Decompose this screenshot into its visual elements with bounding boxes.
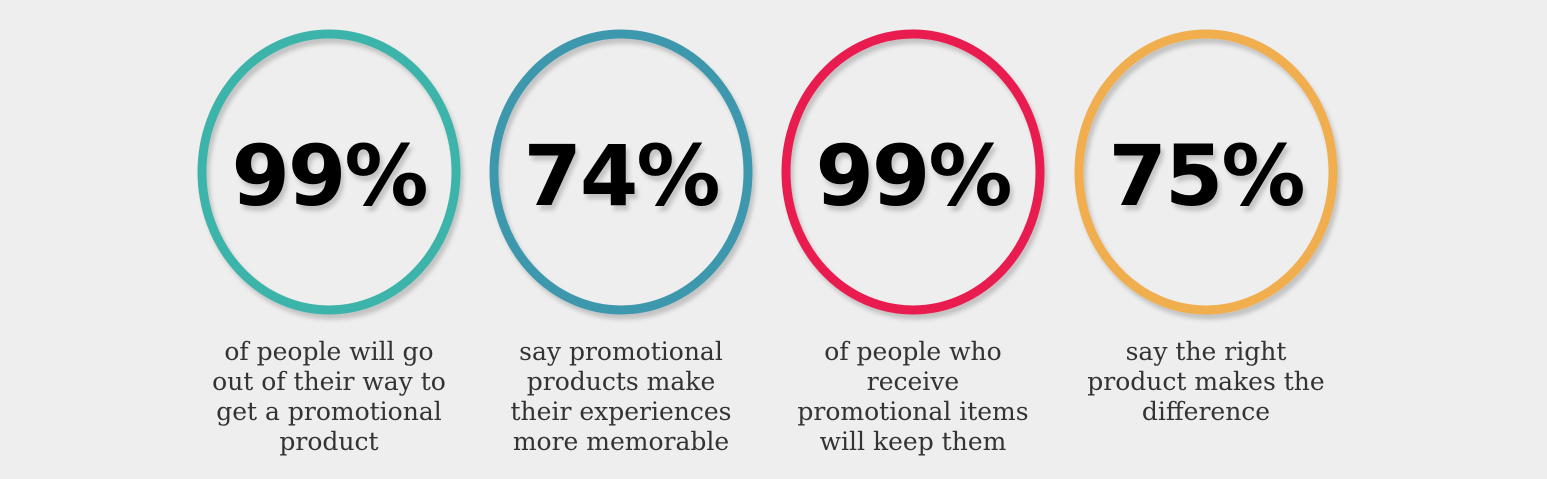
stat-ring [781,29,1045,315]
stat-value: 99% [815,127,1010,225]
stat-caption: say promotional [519,337,723,366]
stat-caption: product [279,427,378,456]
stat-caption: of people will go [224,337,433,366]
stat-caption: product makes the [1087,367,1324,396]
stat-caption: will keep them [820,427,1007,456]
stat-value: 99% [231,127,426,225]
stat-ring [197,29,461,315]
stat-caption: more memorable [513,427,729,456]
stat-ring [489,29,753,315]
stat-caption: products make [527,367,716,396]
stat-caption: receive [867,367,959,396]
stat-value: 75% [1108,127,1303,225]
stat-caption: their experiences [511,397,732,426]
stat-caption: out of their way to [212,367,446,396]
stat-caption: promotional items [797,397,1028,426]
stat-ring [1074,29,1338,315]
stat-caption: difference [1142,397,1270,426]
stat-caption: say the right [1126,337,1287,366]
stat-value: 74% [523,127,718,225]
stat-caption: get a promotional [216,397,442,426]
stat-caption: of people who [824,337,1001,366]
